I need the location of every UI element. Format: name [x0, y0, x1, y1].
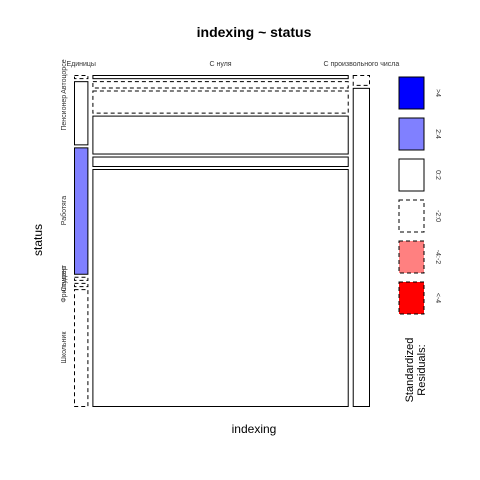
legend-swatch-4: [398, 240, 425, 274]
mosaic-cell-единицы-автоцорсе: [74, 75, 89, 80]
mosaic-cell-с-нуля-школьник: [92, 169, 349, 407]
legend-label-1: 2:4: [434, 129, 441, 139]
mosaic-cell-единицы-работяга: [74, 147, 89, 275]
y-tick-фрилансер: Фрилансер: [61, 266, 68, 302]
y-axis-label: status: [31, 224, 45, 256]
mosaic-cell-с-нуля-автоцорсе: [92, 75, 349, 80]
x-tick-с-произвольного-числа: С произвольного числа: [323, 61, 399, 68]
legend-label-5: <-4: [434, 293, 441, 303]
y-tick-автоцорсе: Автоцорсе: [61, 59, 68, 93]
mosaic-cells: [74, 75, 371, 407]
mosaic-cell-с-произвольного-числа-пенсионер: [352, 87, 371, 407]
legend-label-2: 0:2: [434, 170, 441, 180]
mosaic-cell-с-нуля-фрилансер: [92, 156, 349, 168]
mosaic-cell-с-нуля-студент: [92, 115, 349, 155]
legend-swatch-5: [398, 281, 425, 315]
legend: >4 2:4 0:2 -2:0 -4:-2 <-4 StandardizedResidual…: [398, 76, 441, 403]
legend-swatch-0: [398, 76, 425, 110]
x-tick-с-нуля: С нуля: [210, 61, 232, 68]
chart-title: indexing ~ status: [197, 24, 312, 40]
legend-label-3: -2:0: [434, 210, 441, 222]
legend-label-0: >4: [434, 89, 441, 97]
mosaic-cell-единицы-школьник: [74, 289, 89, 407]
legend-title: StandardizedResiduals:: [404, 338, 428, 403]
mosaic-cell-единицы-фрилансер: [74, 282, 89, 288]
mosaic-cell-с-произвольного-числа-автоцорсе: [352, 75, 371, 86]
legend-swatch-1: [398, 117, 425, 151]
legend-label-4: -4:-2: [434, 250, 441, 265]
mosaic-cell-единицы-студент: [74, 276, 89, 281]
mosaic-cell-единицы-пенсионер: [74, 81, 89, 146]
legend-swatch-3: [398, 199, 425, 233]
legend-swatch-2: [398, 158, 425, 192]
x-tick-labels: Единицы С нуля С произвольного числа: [66, 61, 399, 68]
mosaic-cell-с-нуля-работяга: [92, 90, 349, 114]
y-tick-пенсионер: Пенсионер: [61, 95, 68, 131]
mosaic-cell-с-нуля-пенсионер: [92, 81, 349, 89]
y-tick-школьник: Школьник: [61, 331, 68, 364]
y-tick-студент: Студент: [61, 264, 68, 291]
x-tick-единицы: Единицы: [66, 61, 95, 68]
y-tick-работяга: Работяга: [60, 196, 68, 225]
x-axis-label: indexing: [232, 422, 277, 436]
y-tick-labels: Автоцорсе Пенсионер Работяга СтудентФриланс…: [60, 59, 68, 363]
